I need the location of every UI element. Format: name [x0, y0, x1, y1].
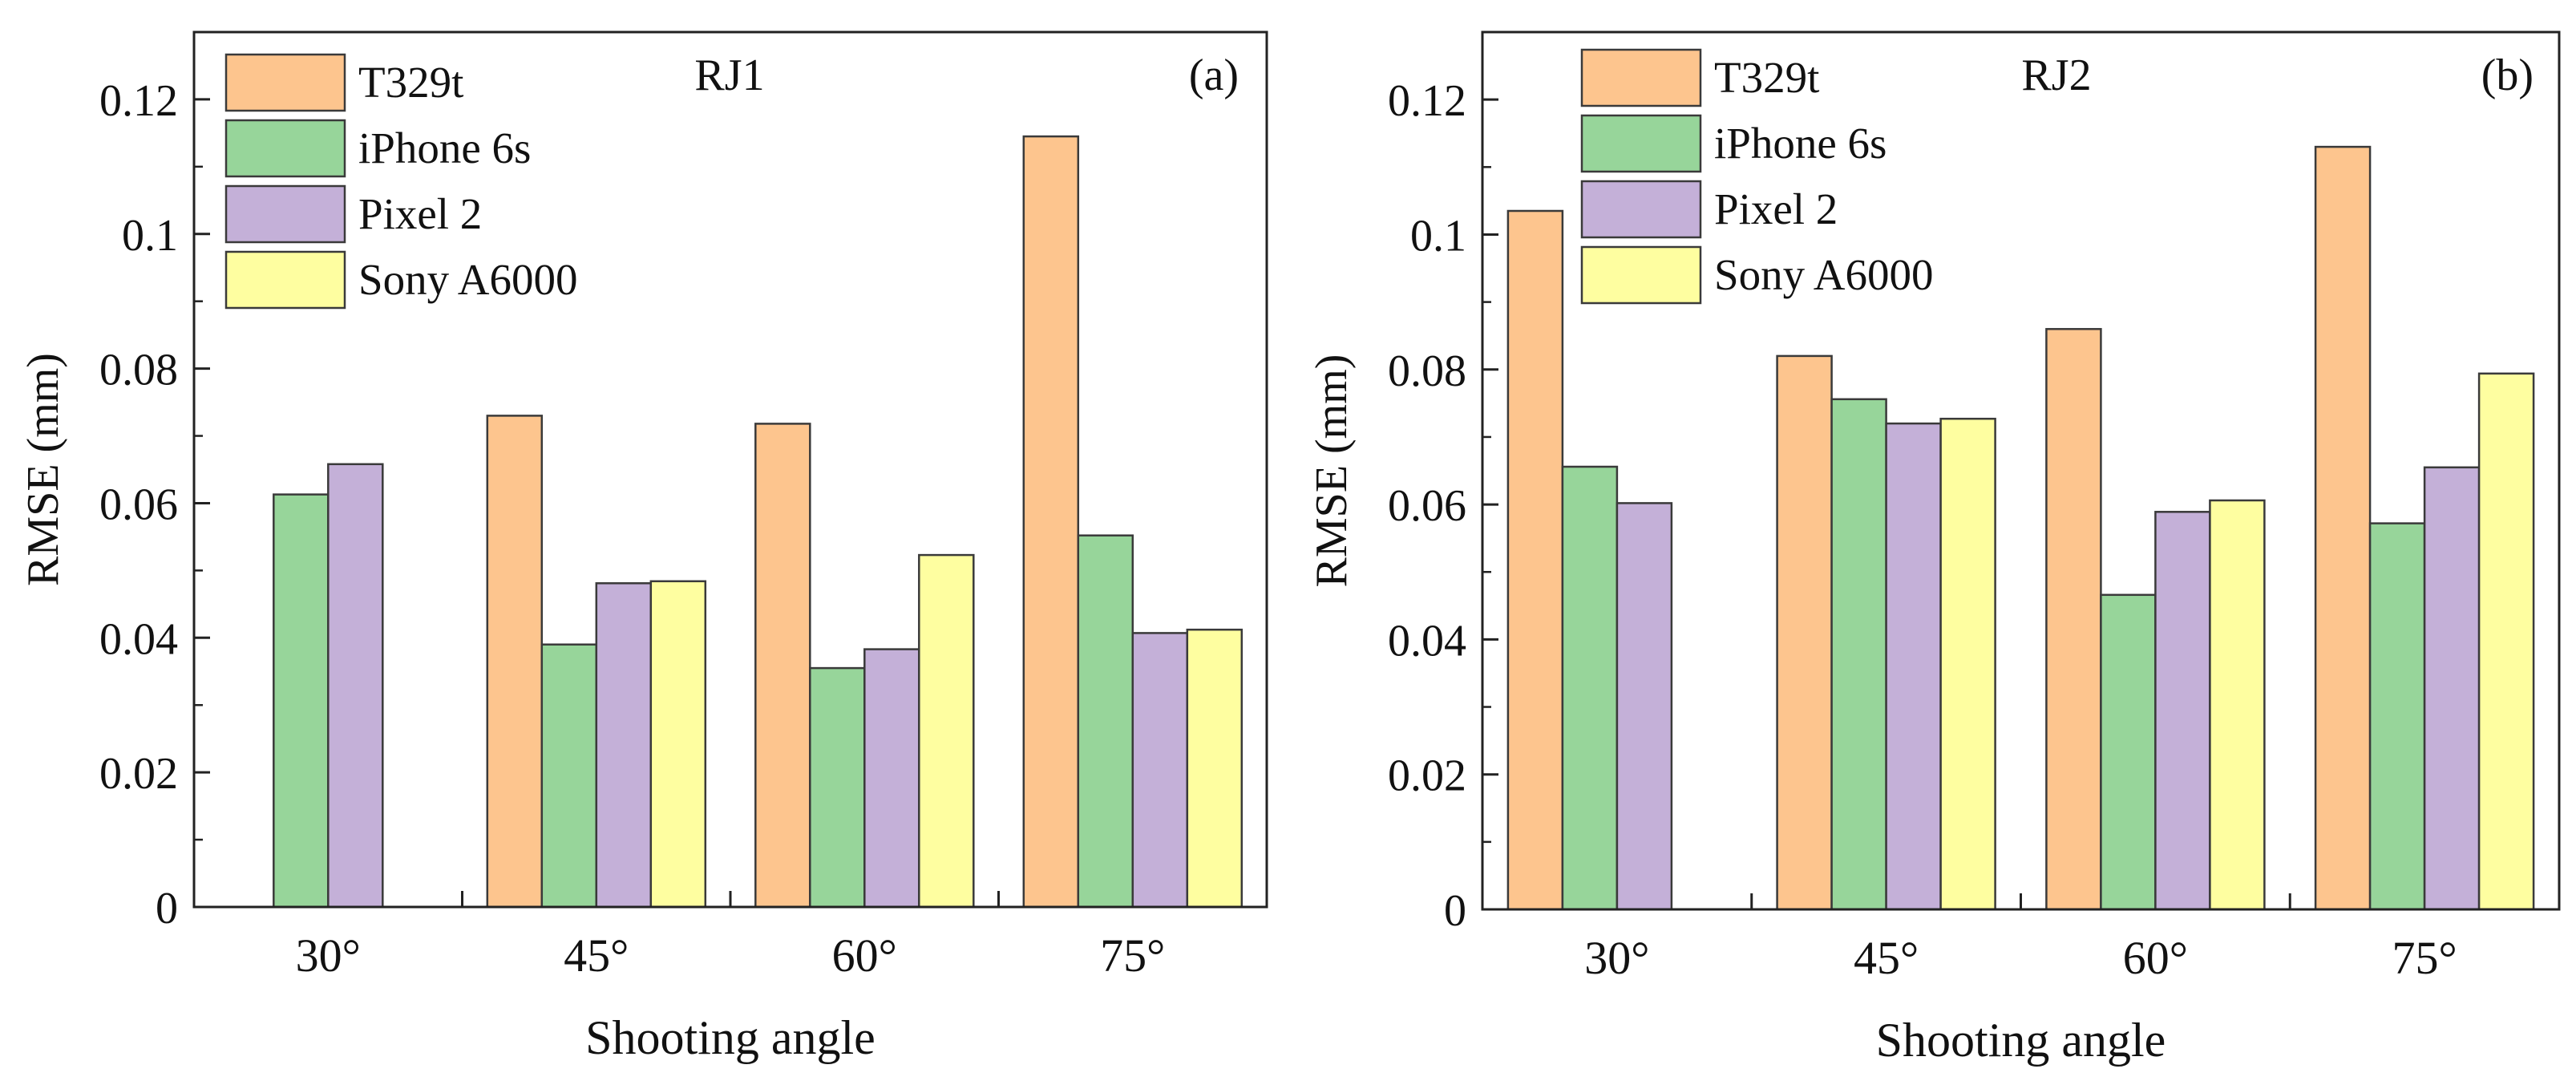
y-tick-label: 0.1 — [1410, 211, 1466, 261]
x-axis-label: Shooting angle — [1876, 1014, 2166, 1067]
bar-iphone-6s-3 — [2368, 522, 2426, 911]
legend-label: iPhone 6s — [1714, 119, 1887, 168]
y-tick-label: 0.04 — [99, 614, 178, 664]
bar-sony-a6000-1 — [649, 580, 707, 909]
y-tick-label: 0.02 — [1388, 751, 1466, 801]
legend-swatch — [224, 53, 346, 112]
legend: T329t iPhone 6s Pixel 2 Sony A6000 — [224, 53, 578, 310]
legend-swatch — [224, 119, 346, 178]
legend-label: iPhone 6s — [358, 123, 531, 172]
bar-t329t-3 — [2314, 145, 2372, 911]
panel-label: (a) — [1189, 51, 1239, 100]
x-tick-label: 45° — [1854, 932, 1919, 984]
bar-iphone-6s-0 — [1561, 465, 1619, 911]
bar-iphone-6s-2 — [2100, 593, 2157, 911]
legend: T329t iPhone 6s Pixel 2 Sony A6000 — [1580, 48, 1934, 305]
y-axis-label: RMSE (mm) — [1307, 354, 1357, 588]
bar-pixel-2-3 — [1131, 632, 1189, 909]
legend-label: Pixel 2 — [1714, 184, 1838, 233]
y-tick-label: 0.1 — [122, 211, 178, 261]
legend-swatch — [1580, 114, 1702, 173]
y-tick-label: 0.06 — [99, 480, 178, 529]
chart-panel-1: 0 0.02 0.04 0.06 0.08 0.1 0.12 30° 45° 60° 75° Shoo… — [18, 30, 1268, 1064]
bar-t329t-1 — [486, 415, 544, 909]
bar-pixel-2-0 — [1616, 502, 1673, 911]
bar-sony-a6000-2 — [2209, 499, 2266, 911]
x-tick-label: 75° — [2392, 932, 2457, 984]
legend-label: T329t — [1714, 53, 1819, 102]
legend-swatch — [224, 250, 346, 310]
bar-t329t-1 — [1776, 354, 1833, 911]
bar-t329t-3 — [1022, 135, 1080, 909]
bar-t329t-2 — [2045, 328, 2102, 911]
x-tick-label: 30° — [296, 929, 361, 982]
chart-title: RJ2 — [2021, 51, 2091, 100]
bar-sony-a6000-3 — [2477, 372, 2535, 911]
bar-pixel-2-2 — [2154, 511, 2211, 911]
bar-iphone-6s-0 — [273, 493, 330, 909]
x-tick-label: 75° — [1100, 929, 1165, 982]
y-tick-label: 0.12 — [1388, 76, 1466, 126]
legend-swatch — [1580, 180, 1702, 239]
bar-sony-a6000-3 — [1186, 628, 1244, 909]
x-axis-label: Shooting angle — [585, 1011, 876, 1064]
x-tick-label: 45° — [564, 929, 629, 982]
y-tick-label: 0.12 — [99, 76, 178, 126]
x-tick-label: 30° — [1584, 932, 1649, 984]
y-tick-label: 0.08 — [99, 346, 178, 395]
x-tick-label: 60° — [832, 929, 897, 982]
legend-label: Sony A6000 — [1714, 250, 1934, 299]
legend-label: Pixel 2 — [358, 189, 482, 238]
legend-swatch — [224, 184, 346, 244]
y-tick-label: 0 — [1444, 886, 1466, 936]
chart-panel-2: 0 0.02 0.04 0.06 0.08 0.1 0.12 30° 45° 60° 75° Shoo… — [1307, 30, 2561, 1067]
bar-iphone-6s-2 — [809, 666, 866, 909]
bar-iphone-6s-1 — [1830, 398, 1887, 911]
bar-pixel-2-1 — [1885, 422, 1942, 911]
bar-t329t-2 — [754, 423, 811, 909]
y-tick-label: 0.06 — [1388, 481, 1466, 531]
y-axis-label: RMSE (mm) — [18, 353, 68, 586]
bar-pixel-2-3 — [2423, 466, 2481, 911]
bar-iphone-6s-1 — [540, 643, 598, 909]
legend-swatch — [1580, 245, 1702, 305]
y-tick-label: 0.02 — [99, 749, 178, 799]
y-tick-label: 0.04 — [1388, 616, 1466, 666]
bar-pixel-2-2 — [863, 648, 920, 909]
legend-label: T329t — [358, 58, 463, 107]
bar-pixel-2-0 — [327, 463, 384, 909]
legend-label: Sony A6000 — [358, 255, 578, 304]
y-tick-label: 0.08 — [1388, 346, 1466, 396]
legend-swatch — [1580, 48, 1702, 107]
y-tick-label: 0 — [156, 884, 178, 933]
x-tick-label: 60° — [2123, 932, 2188, 984]
bar-pixel-2-1 — [595, 582, 653, 909]
bar-iphone-6s-3 — [1077, 534, 1134, 909]
bar-sony-a6000-1 — [1939, 417, 1996, 911]
bar-sony-a6000-2 — [918, 553, 975, 909]
bar-t329t-0 — [1506, 209, 1564, 911]
panel-label: (b) — [2481, 51, 2534, 100]
chart-title: RJ1 — [694, 51, 764, 100]
